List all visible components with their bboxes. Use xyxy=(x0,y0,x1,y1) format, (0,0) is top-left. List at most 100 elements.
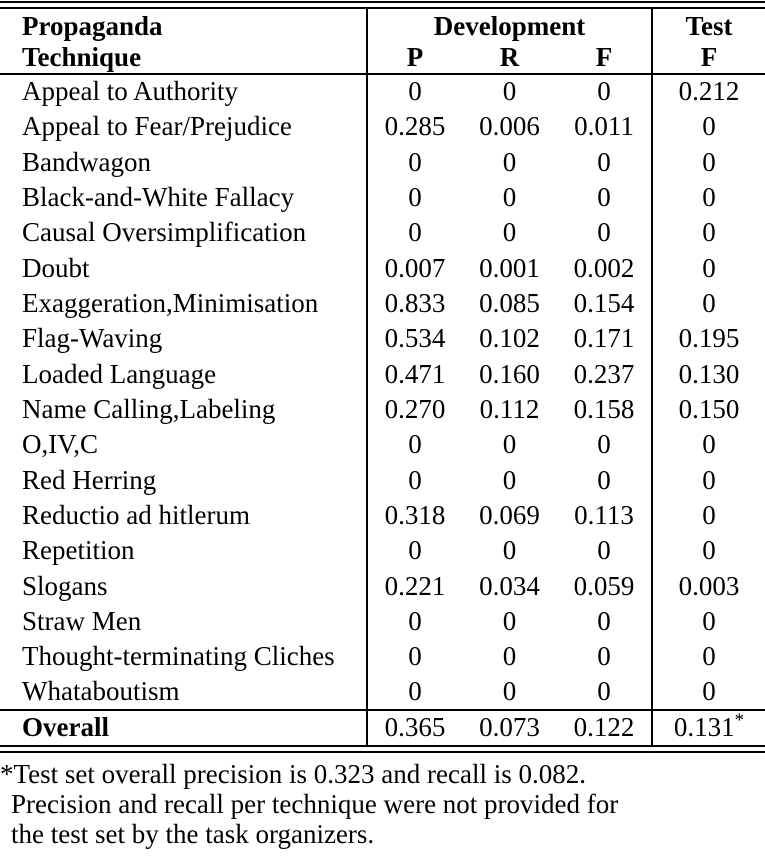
technique-cell: O,IV,C xyxy=(0,427,368,463)
f-cell: 0 xyxy=(557,533,653,569)
rule-gap xyxy=(0,747,765,752)
p-cell: 0.270 xyxy=(384,393,446,424)
test-f-cell: 0 xyxy=(702,499,716,530)
test-f-cell: 0 xyxy=(702,535,716,566)
f-cell: 0 xyxy=(557,215,653,251)
p-cell: 0.285 xyxy=(384,111,446,142)
p-cell: 0 xyxy=(408,76,422,107)
r-cell: 0.102 xyxy=(479,323,540,354)
test-f-cell: 0 xyxy=(702,146,716,177)
p-cell: 0 xyxy=(408,464,422,495)
f-cell: 0 xyxy=(557,674,653,711)
f-cell: 0.154 xyxy=(557,286,653,322)
r-cell: 0 xyxy=(502,217,517,248)
overall-row: Overall 0.365 0.073 0.122 0.131* xyxy=(0,709,765,747)
table-row: Exaggeration,Minimisation 0.833 0.085 0.154… xyxy=(0,286,765,322)
f-cell: 0.059 xyxy=(557,568,653,605)
r-cell: 0.069 xyxy=(479,499,540,530)
technique-cell: Flag-Waving xyxy=(0,321,368,357)
overall-f-cell: 0.122 xyxy=(557,709,653,747)
technique-cell: Whataboutism xyxy=(0,674,368,711)
test-f-cell: 0.150 xyxy=(678,393,740,424)
r-cell: 0 xyxy=(502,535,517,566)
table-bottom-outer-rule xyxy=(0,751,765,754)
r-cell: 0 xyxy=(502,429,517,460)
table-row: Appeal to Authority 0 0 0 0.212 xyxy=(0,74,765,110)
f-cell: 0 xyxy=(557,180,653,216)
header-row-2: Technique P R F F xyxy=(0,42,765,75)
r-cell: 0.006 xyxy=(479,111,540,142)
test-f-cell: 0 xyxy=(702,111,716,142)
technique-cell: Doubt xyxy=(0,250,368,287)
test-f-cell: 0 xyxy=(702,429,716,460)
p-cell: 0.318 xyxy=(384,499,446,530)
overall-test-f-cell: 0.131* xyxy=(652,709,765,747)
table-row: Flag-Waving 0.534 0.102 0.171 0.195 xyxy=(0,321,765,357)
p-cell: 0 xyxy=(408,605,422,636)
overall-label: Overall xyxy=(0,709,368,747)
header-row-1: Propaganda Development Test xyxy=(0,8,765,42)
f-cell: 0 xyxy=(557,604,653,640)
f-cell: 0.237 xyxy=(557,356,653,393)
table-body: Appeal to Authority 0 0 0 0.212 Appeal to Fea… xyxy=(0,74,765,711)
test-f-cell: 0 xyxy=(702,252,716,283)
table-row: Straw Men 0 0 0 0 xyxy=(0,604,765,640)
technique-cell: Causal Oversimplification xyxy=(0,215,368,251)
f-cell: 0 xyxy=(557,639,653,675)
technique-cell: Red Herring xyxy=(0,462,368,499)
test-f-cell: 0.003 xyxy=(678,570,740,601)
r-cell: 0.034 xyxy=(479,570,540,601)
table-footer: Overall 0.365 0.073 0.122 0.131* xyxy=(0,709,765,747)
technique-cell: Name Calling,Labeling xyxy=(0,392,368,428)
r-cell: 0 xyxy=(502,676,517,707)
f-cell: 0 xyxy=(557,462,653,499)
header-dev-r: R xyxy=(462,42,557,75)
test-f-cell: 0 xyxy=(702,464,716,495)
test-f-cell: 0 xyxy=(702,181,716,212)
table-row: Appeal to Fear/Prejudice 0.285 0.006 0.011 0 xyxy=(0,109,765,145)
table-footnote: *Test set overall precision is 0.323 and… xyxy=(0,759,765,849)
technique-cell: Appeal to Authority xyxy=(0,74,368,110)
r-cell: 0 xyxy=(502,605,517,636)
p-cell: 0 xyxy=(408,535,422,566)
technique-cell: Loaded Language xyxy=(0,356,368,393)
test-f-cell: 0 xyxy=(702,605,716,636)
overall-test-f-value: 0.131 xyxy=(673,712,735,743)
footnote-line: the test set by the task organizers. xyxy=(11,819,375,850)
r-cell: 0.160 xyxy=(479,358,540,389)
p-cell: 0 xyxy=(408,217,422,248)
p-cell: 0.221 xyxy=(384,570,446,601)
footnote-line: *Test set overall precision is 0.323 and… xyxy=(0,759,586,790)
table-row: Repetition 0 0 0 0 xyxy=(0,533,765,569)
p-cell: 0 xyxy=(408,146,422,177)
p-cell: 0 xyxy=(408,181,422,212)
r-cell: 0.001 xyxy=(479,252,540,283)
f-cell: 0.011 xyxy=(557,109,653,145)
p-cell: 0.007 xyxy=(384,252,446,283)
rule-gap xyxy=(0,3,765,7)
test-f-cell: 0.195 xyxy=(678,323,740,354)
footnote-line: Precision and recall per technique were … xyxy=(11,789,619,820)
technique-cell: Bandwagon xyxy=(0,144,368,181)
p-cell: 0 xyxy=(408,676,422,707)
overall-r-cell: 0.073 xyxy=(462,709,557,747)
r-cell: 0.085 xyxy=(479,287,540,318)
technique-cell: Slogans xyxy=(0,568,368,605)
technique-cell: Thought-terminating Cliches xyxy=(0,639,368,675)
table-row: Name Calling,Labeling 0.270 0.112 0.158 0.15… xyxy=(0,392,765,428)
r-cell: 0 xyxy=(502,181,517,212)
p-cell: 0.534 xyxy=(384,323,446,354)
technique-cell: Reductio ad hitlerum xyxy=(0,498,368,534)
test-f-cell: 0 xyxy=(702,217,716,248)
test-f-cell: 0.130 xyxy=(678,358,740,389)
footnote-marker: * xyxy=(734,710,745,732)
header-dev-p: P xyxy=(367,42,462,75)
test-f-cell: 0 xyxy=(702,641,716,672)
test-f-cell: 0 xyxy=(702,676,716,707)
p-cell: 0 xyxy=(408,641,422,672)
table-header: Propaganda Development Test Technique P … xyxy=(0,8,765,75)
table-row: Bandwagon 0 0 0 0 xyxy=(0,144,765,181)
overall-p-cell: 0.365 xyxy=(367,709,462,747)
test-f-cell: 0 xyxy=(702,287,716,318)
